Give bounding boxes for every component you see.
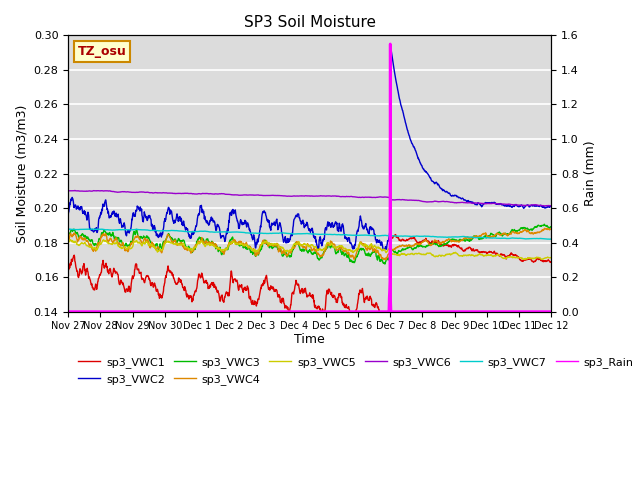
X-axis label: Time: Time (294, 333, 325, 346)
Y-axis label: Rain (mm): Rain (mm) (584, 141, 597, 206)
Text: TZ_osu: TZ_osu (78, 45, 127, 58)
Y-axis label: Soil Moisture (m3/m3): Soil Moisture (m3/m3) (15, 104, 28, 243)
Title: SP3 Soil Moisture: SP3 Soil Moisture (244, 15, 376, 30)
Legend: sp3_VWC1, sp3_VWC2, sp3_VWC3, sp3_VWC4, sp3_VWC5, sp3_VWC6, sp3_VWC7, sp3_Rain: sp3_VWC1, sp3_VWC2, sp3_VWC3, sp3_VWC4, … (74, 353, 638, 389)
